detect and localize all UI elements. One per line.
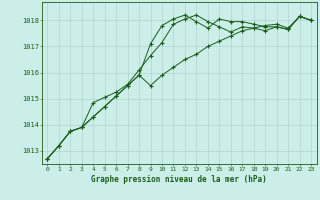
X-axis label: Graphe pression niveau de la mer (hPa): Graphe pression niveau de la mer (hPa) [91,175,267,184]
